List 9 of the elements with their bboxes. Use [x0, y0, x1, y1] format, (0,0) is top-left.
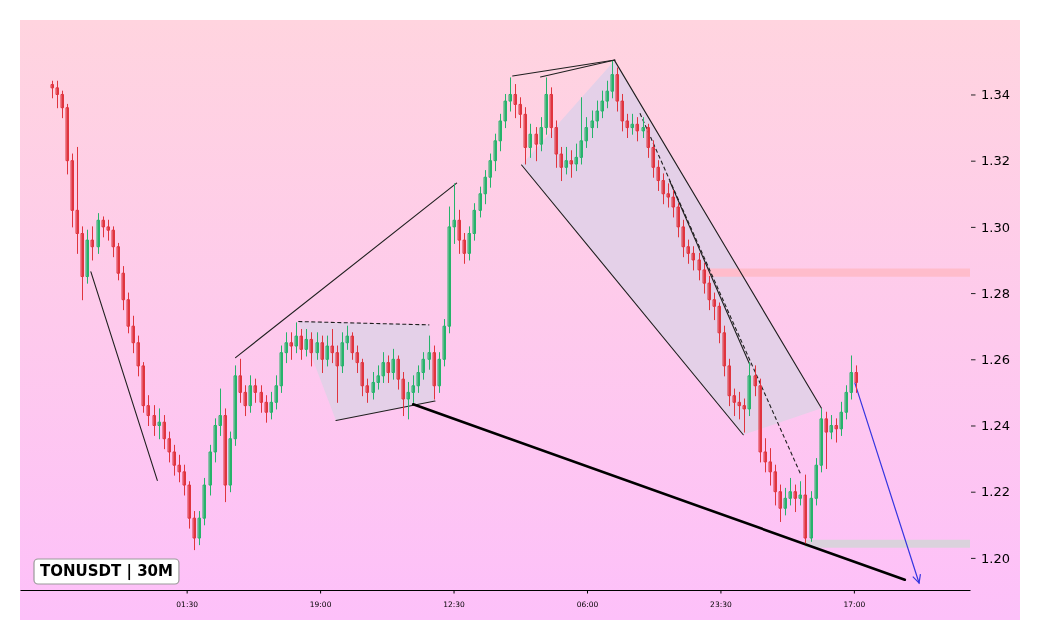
annotation: TONUSDT | 30M — [40, 562, 173, 581]
y-tick-label: 1.20 — [981, 550, 1010, 566]
y-tick-label: 1.34 — [981, 87, 1010, 103]
y-tick-label: 1.24 — [981, 418, 1010, 434]
y-tick-label: 1.28 — [981, 285, 1010, 301]
y-tick-label: 1.30 — [981, 219, 1010, 235]
y-tick-label: 1.22 — [981, 484, 1010, 500]
y-tick-label: 1.26 — [981, 351, 1010, 367]
y-tick-label: 1.32 — [981, 153, 1010, 169]
